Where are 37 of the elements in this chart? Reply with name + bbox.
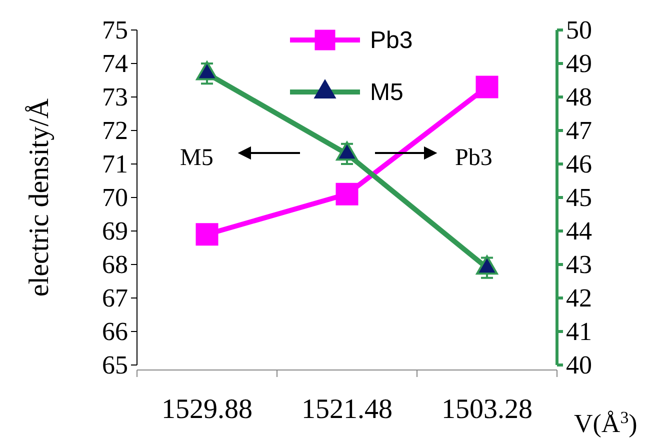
point — [196, 223, 218, 246]
y2-tick-label: 41 — [566, 316, 592, 346]
y2-tick-label: 42 — [566, 283, 592, 312]
x-tick-label: 1521.48 — [302, 394, 392, 425]
point — [336, 142, 358, 161]
y2-tick-label: 49 — [566, 48, 592, 78]
y2-tick-label: 46 — [566, 149, 592, 178]
y2-tick-label: 40 — [566, 350, 592, 380]
annotation: M5 — [180, 145, 214, 171]
y2-tick-label: 47 — [566, 116, 592, 145]
y-tick-label: 73 — [102, 82, 128, 112]
y2-tick-label: 50 — [566, 15, 592, 44]
y2-tick-label: 48 — [566, 82, 592, 112]
y-tick-label: 74 — [102, 48, 128, 78]
point — [336, 182, 358, 206]
y-tick-label: 69 — [102, 216, 128, 246]
y-tick-label: 67 — [102, 283, 128, 312]
y2-tick-label: 45 — [566, 182, 592, 212]
y-axis-title: electric density/Å — [24, 98, 55, 297]
y2-tick-label: 43 — [566, 250, 592, 279]
y-tick-label: 71 — [102, 149, 128, 178]
y2-tick-label: 44 — [566, 216, 592, 246]
x-tick-label: 1529.88 — [162, 394, 252, 425]
y-tick-label: 75 — [102, 15, 128, 44]
legend-label: M5 — [370, 79, 404, 106]
y-tick-label: 68 — [102, 250, 128, 279]
legend-label: Pb3 — [370, 27, 413, 54]
point — [476, 255, 498, 275]
point — [476, 76, 498, 98]
y-tick-label: 66 — [102, 316, 128, 346]
annotation: Pb3 — [455, 145, 492, 171]
y-tick-label: 65 — [102, 350, 128, 380]
y-tick-label: 70 — [102, 182, 128, 212]
x-tick-label: 1503.28 — [442, 394, 532, 425]
x-axis-title: V(Å$^{3}$) — [574, 408, 638, 438]
y-tick-label: 72 — [102, 116, 128, 145]
point — [196, 61, 218, 80]
